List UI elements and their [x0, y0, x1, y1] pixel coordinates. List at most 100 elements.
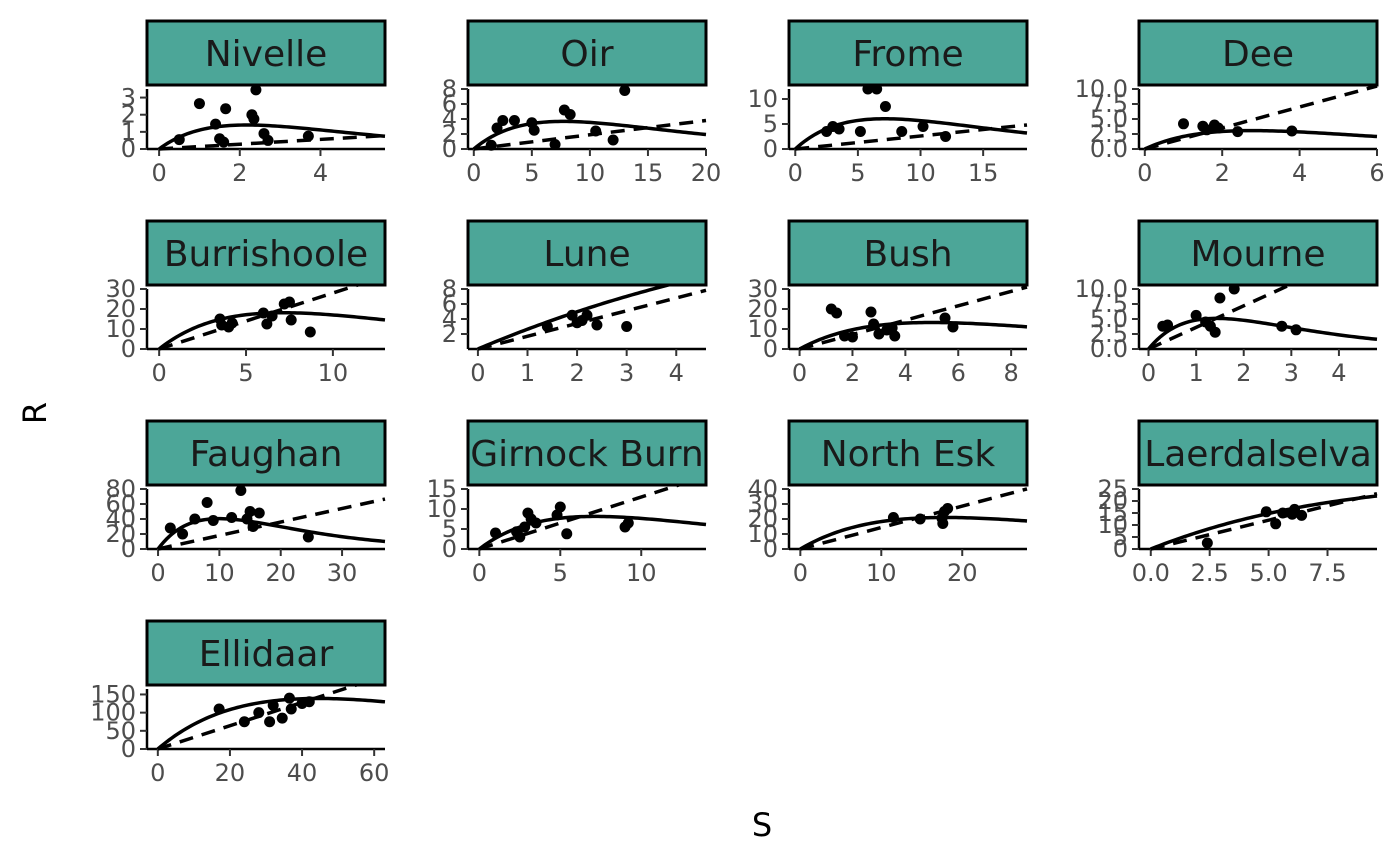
- data-point: [285, 703, 297, 715]
- facet-data: [1144, 85, 1378, 151]
- y-tick-label: 30: [747, 490, 778, 518]
- x-tick-label: 2: [232, 159, 247, 187]
- facet-data: [798, 285, 1028, 351]
- data-point: [519, 521, 531, 533]
- data-point: [564, 109, 576, 120]
- data-point: [253, 507, 265, 519]
- facet-dee: Dee 0 2 4 6 0.02.55.07.510.0: [1075, 19, 1385, 187]
- y-tick-label: 6: [442, 90, 457, 118]
- data-point: [1260, 506, 1272, 518]
- facet-strip: [1137, 419, 1379, 487]
- fitted-curve: [472, 119, 707, 151]
- y-tick-label: 2: [442, 120, 457, 148]
- facet-strip-label: Faughan: [190, 434, 343, 475]
- x-tick-label: 20: [691, 159, 722, 187]
- y-tick-label: 0: [121, 735, 136, 763]
- facet-strip-label: Laerdalselva: [1144, 434, 1372, 475]
- data-point: [218, 136, 230, 148]
- data-point: [947, 321, 959, 333]
- proportional-line: [478, 485, 685, 551]
- facet-data: [158, 85, 386, 151]
- proportional-line: [473, 118, 707, 151]
- y-tick-label: 0: [1113, 535, 1128, 563]
- y-tick-label: 0.0: [1090, 335, 1128, 363]
- y-tick-label: 80: [105, 475, 136, 503]
- x-tick-label: 7.5: [1308, 559, 1346, 587]
- y-tick-label: 10: [747, 520, 778, 548]
- x-tick-label: 10: [905, 159, 936, 187]
- facet-data: [472, 85, 707, 151]
- x-tick-label: 0: [150, 559, 165, 587]
- data-point: [303, 696, 315, 708]
- x-tick-label: 4: [669, 359, 684, 387]
- data-point: [302, 531, 314, 543]
- data-point: [942, 503, 954, 514]
- fitted-curve: [158, 123, 386, 151]
- data-point: [561, 528, 573, 540]
- data-point: [1277, 507, 1289, 519]
- data-point: [508, 115, 520, 126]
- x-tick-label: 0: [1137, 159, 1152, 187]
- x-tick-label: 0: [470, 359, 485, 387]
- proportional-line: [157, 685, 362, 751]
- data-point: [591, 319, 603, 331]
- data-point: [879, 101, 891, 112]
- facet-mourne: Mourne 0 1 2 3 4 0.02.55.07.510.0: [1075, 219, 1379, 387]
- facet-data: [156, 685, 386, 751]
- y-tick-label: 8: [442, 75, 457, 103]
- y-tick-label: 5.0: [1090, 105, 1128, 133]
- data-point: [846, 331, 858, 343]
- data-point: [1214, 292, 1226, 304]
- x-tick-label: 10: [866, 559, 897, 587]
- data-point: [530, 517, 542, 529]
- y-tick-label: 2: [442, 320, 457, 348]
- data-point: [491, 122, 503, 134]
- x-tick-label: 4: [898, 359, 913, 387]
- x-tick-label: 3: [619, 359, 634, 387]
- facet-strip-label: Mourne: [1190, 234, 1325, 275]
- y-tick-label: 25: [1097, 475, 1128, 503]
- data-point: [1190, 309, 1202, 321]
- data-point: [210, 118, 222, 130]
- y-tick-label: 5.0: [1090, 305, 1128, 333]
- x-tick-label: 0: [792, 359, 807, 387]
- x-tick-label: 15: [633, 159, 664, 187]
- x-tick-label: 0: [793, 559, 808, 587]
- y-tick-label: 7.5: [1090, 90, 1128, 118]
- x-tick-label: 2: [569, 359, 584, 387]
- x-tick-label: 6: [951, 359, 966, 387]
- data-point: [262, 134, 274, 146]
- facet-data: [1150, 492, 1378, 551]
- data-point: [1232, 126, 1244, 138]
- data-point: [201, 497, 213, 508]
- data-point: [220, 103, 232, 115]
- x-tick-label: 0: [472, 559, 487, 587]
- data-point: [549, 139, 561, 150]
- data-point: [937, 518, 949, 529]
- data-point: [914, 513, 926, 525]
- x-tick-label: 0.0: [1132, 559, 1170, 587]
- data-point: [1209, 326, 1221, 338]
- y-tick-label: 10.0: [1075, 75, 1128, 103]
- data-point: [896, 126, 908, 137]
- y-tick-label: 20: [747, 505, 778, 533]
- data-point: [833, 123, 845, 135]
- facet-strip: [1137, 219, 1379, 287]
- facet-strip: [466, 419, 708, 487]
- x-tick-label: 5: [524, 159, 539, 187]
- data-point: [302, 130, 314, 142]
- facet-strip-label: Girnock Burn: [470, 434, 704, 475]
- data-point: [226, 512, 238, 523]
- data-point: [622, 517, 634, 529]
- data-point: [226, 317, 238, 329]
- x-tick-label: 10: [626, 559, 657, 587]
- facet-data: [156, 485, 386, 551]
- y-tick-label: 30: [747, 275, 778, 303]
